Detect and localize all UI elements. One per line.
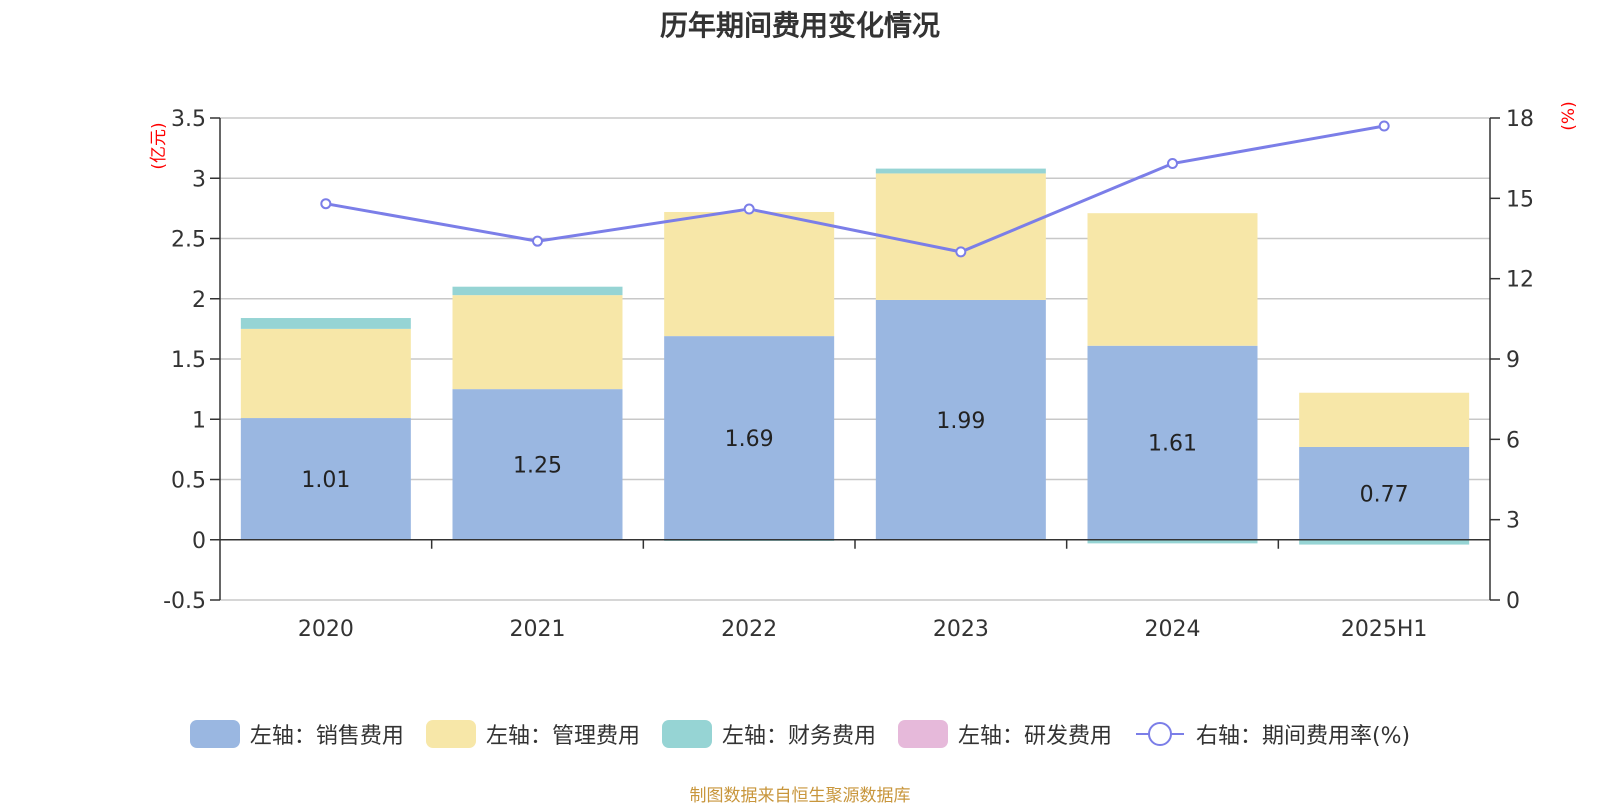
chart-title: 历年期间费用变化情况 (659, 9, 940, 42)
legend-swatch (897, 720, 948, 748)
bar-segment (452, 286, 623, 296)
rate-point (532, 235, 543, 247)
x-tick-label: 2020 (298, 617, 354, 642)
bar-segment (240, 318, 411, 329)
left-tick-label: 3 (192, 167, 206, 192)
data-label: 1.25 (513, 453, 562, 478)
legend-item[interactable]: 右轴：期间费用率(%) (1134, 718, 1410, 750)
legend-item[interactable]: 左轴：研发费用 (897, 718, 1112, 750)
legend-swatch (189, 720, 240, 748)
x-tick-label: 2025H1 (1341, 617, 1428, 642)
bar-segment (875, 299, 1046, 540)
bar-segment (875, 173, 1046, 300)
legend-item[interactable]: 左轴：销售费用 (189, 718, 404, 750)
right-tick-label: 6 (1506, 428, 1520, 453)
source-note: 制图数据来自恒生聚源数据库 (689, 786, 911, 806)
right-tick-label: 18 (1506, 107, 1534, 132)
rate-point (1167, 158, 1178, 170)
right-tick-label: 15 (1506, 187, 1534, 212)
bar-segment (1299, 446, 1470, 540)
bar-segment (1087, 345, 1258, 540)
rate-point (1378, 120, 1390, 132)
x-tick-label: 2023 (933, 617, 989, 642)
left-tick-label: 3.5 (171, 107, 206, 132)
left-tick-label: -0.5 (163, 589, 206, 614)
left-tick-label: 0 (192, 529, 206, 554)
bar-segment (452, 295, 623, 390)
left-tick-label: 0.5 (171, 469, 206, 494)
left-axis-unit: (亿元) (149, 122, 169, 169)
data-label: 1.61 (1148, 432, 1197, 457)
rate-line (325, 124, 1385, 254)
bar-segment (1299, 392, 1470, 447)
data-label: 1.69 (725, 427, 774, 452)
bar-segment (875, 168, 1046, 174)
legend-label: 左轴：研发费用 (957, 724, 1112, 749)
legend-swatch (425, 720, 476, 748)
bar-segment (240, 418, 411, 540)
x-tick-label: 2024 (1145, 617, 1201, 642)
rate-point (955, 246, 967, 258)
right-tick-label: 9 (1506, 348, 1520, 373)
right-tick-label: 0 (1506, 589, 1520, 614)
bar-segment (240, 328, 411, 419)
legend-label: 右轴：期间费用率(%) (1195, 724, 1411, 749)
right-tick-label: 12 (1506, 268, 1534, 293)
left-tick-label: 1 (192, 408, 206, 433)
legend-swatch (661, 720, 712, 748)
grid-layer (220, 117, 1490, 601)
legend: 左轴：销售费用 左轴：管理费用 左轴：财务费用 左轴：研发费用 右轴：期间费用率(%) (0, 718, 1600, 750)
bar-segment (1087, 213, 1258, 346)
labels-layer: 2020 2021 2022 2023 2024 2025H1 1.01 1.25 1.69 1.… (298, 409, 1428, 642)
right-axis-unit: (%) (1559, 101, 1579, 130)
right-tick-label: 3 (1506, 509, 1520, 534)
bar-segment (1087, 539, 1258, 544)
legend-line-marker-icon (1135, 722, 1184, 746)
data-label: 0.77 (1360, 482, 1409, 507)
rate-point (320, 198, 332, 210)
data-label: 1.99 (936, 409, 985, 434)
rate-point (743, 203, 755, 215)
left-tick-label: 1.5 (171, 348, 206, 373)
x-tick-label: 2021 (510, 617, 566, 642)
left-tick-label: 2.5 (171, 228, 206, 253)
bar-segment (452, 389, 623, 540)
legend-label: 左轴：财务费用 (721, 724, 876, 749)
x-tick-label: 2022 (721, 617, 777, 642)
bar-segment (664, 211, 835, 337)
axes-layer: -0.5 0 0.5 1 1.5 2 2.5 3 3.5 0 3 6 9 12 15 18 (亿元) (%) (149, 101, 1579, 614)
bars-layer (240, 168, 1470, 545)
legend-label: 左轴：销售费用 (249, 724, 404, 749)
legend-item[interactable]: 左轴：管理费用 (425, 718, 640, 750)
legend-label: 左轴：管理费用 (485, 724, 640, 749)
left-tick-label: 2 (192, 288, 206, 313)
line-layer (320, 120, 1390, 258)
bar-segment (1299, 539, 1470, 545)
bar-segment (664, 336, 835, 540)
legend-item[interactable]: 左轴：财务费用 (661, 718, 876, 750)
data-label: 1.01 (301, 468, 350, 493)
